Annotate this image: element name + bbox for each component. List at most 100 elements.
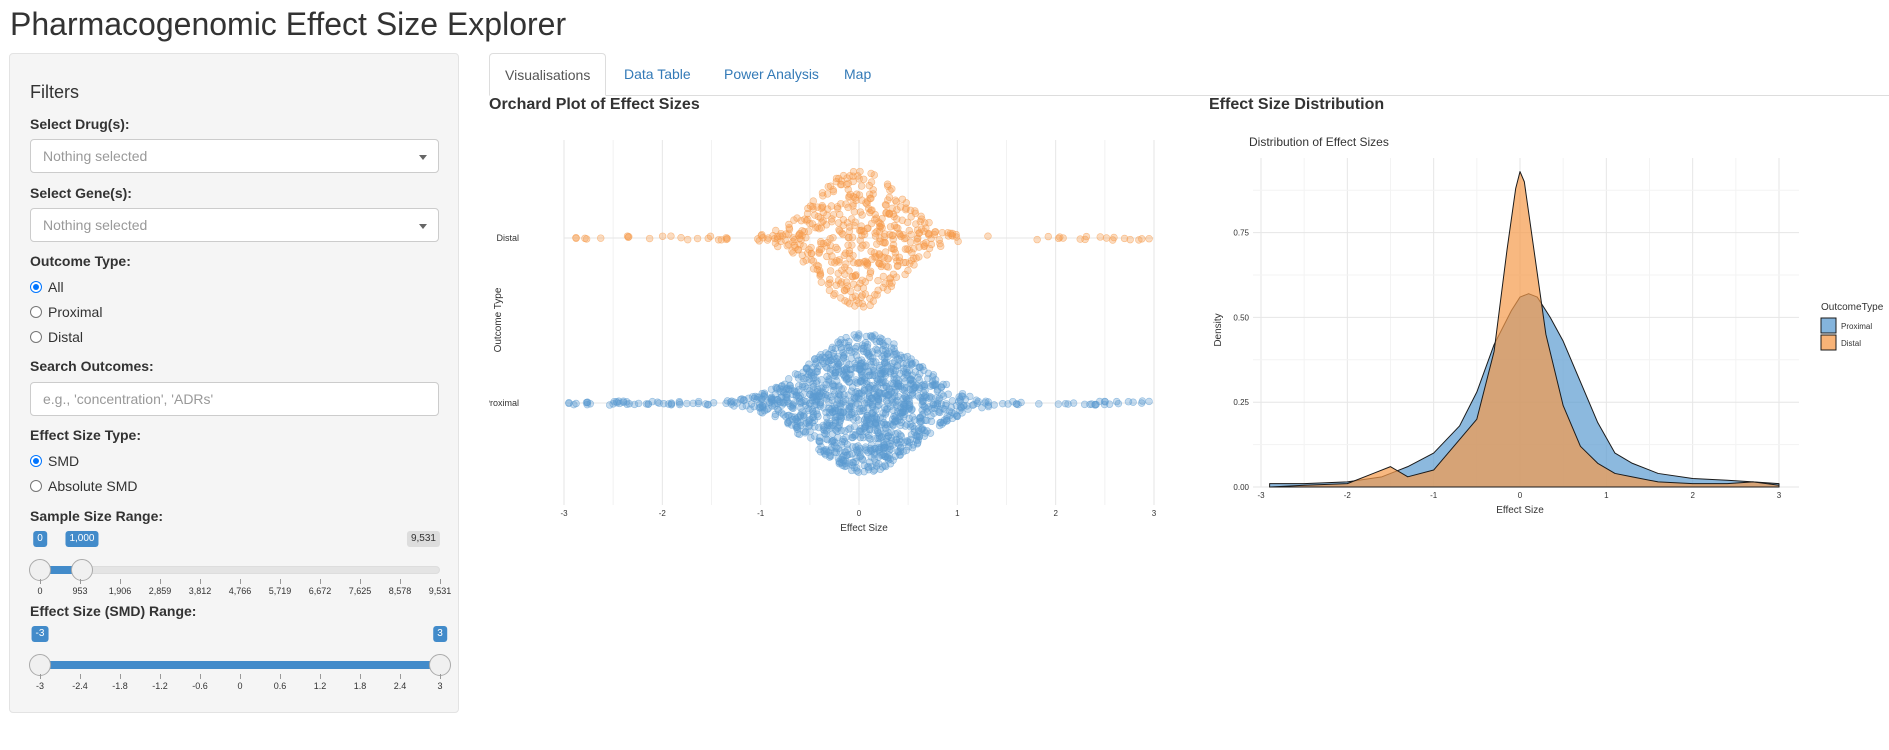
data-point — [854, 400, 862, 408]
x-axis-label: Effect Size — [1496, 505, 1544, 516]
radio-button[interactable] — [30, 306, 42, 318]
data-point — [938, 229, 946, 237]
data-point — [815, 391, 823, 400]
data-point — [886, 402, 895, 411]
data-point — [927, 240, 936, 249]
data-point — [843, 445, 852, 453]
slider-tick — [360, 579, 361, 584]
data-point — [800, 375, 808, 383]
data-point — [887, 388, 895, 397]
tab-map[interactable]: Map — [844, 66, 872, 82]
data-point — [898, 216, 906, 224]
outcome-radio-all[interactable]: All — [30, 277, 64, 297]
slider-from-handle[interactable] — [29, 559, 51, 581]
data-point — [870, 367, 878, 375]
data-point — [845, 402, 854, 410]
data-point — [861, 338, 870, 347]
data-point — [831, 417, 840, 425]
effect-radio-absolute-smd[interactable]: Absolute SMD — [30, 476, 137, 496]
data-point — [936, 239, 944, 248]
data-point — [869, 467, 878, 475]
data-point — [1044, 232, 1053, 241]
slider-from-handle[interactable] — [29, 654, 51, 676]
data-point — [817, 376, 826, 384]
data-point — [908, 249, 916, 257]
data-point — [773, 384, 781, 392]
slider-track[interactable] — [40, 566, 440, 574]
data-point — [953, 412, 961, 421]
search-outcomes-input[interactable] — [30, 382, 439, 416]
data-point — [901, 393, 910, 401]
data-point — [890, 412, 898, 421]
data-point — [845, 223, 854, 231]
data-point — [818, 353, 827, 361]
slider-tick-label: 1.8 — [353, 681, 367, 691]
data-point — [1096, 233, 1104, 241]
data-point — [915, 376, 923, 384]
data-point — [867, 169, 875, 178]
data-point — [889, 210, 898, 218]
data-point — [858, 231, 866, 240]
data-point — [645, 234, 654, 243]
slider-to-handle[interactable] — [70, 559, 93, 581]
data-point — [908, 413, 917, 421]
data-point — [823, 252, 831, 261]
data-point — [1145, 397, 1153, 406]
data-point — [677, 233, 685, 242]
data-point — [842, 359, 851, 367]
x-tick-label: 1 — [955, 509, 960, 518]
radio-button[interactable] — [30, 455, 42, 467]
effect-radio-smd[interactable]: SMD — [30, 451, 79, 471]
data-point — [852, 446, 861, 454]
data-point — [880, 441, 888, 449]
data-point — [824, 280, 833, 288]
outcome-radio-distal[interactable]: Distal — [30, 327, 83, 347]
data-point — [919, 397, 927, 406]
gene-select[interactable]: Nothing selected — [30, 208, 439, 242]
data-point — [689, 399, 697, 408]
radio-button[interactable] — [30, 281, 42, 293]
radio-button[interactable] — [30, 331, 42, 343]
slider-tick-label: -1.2 — [152, 681, 168, 691]
data-point — [856, 452, 865, 460]
x-tick-label: -2 — [1344, 491, 1352, 500]
data-point — [888, 421, 897, 429]
slider-tick — [160, 674, 161, 679]
slider-tick-label: -3 — [35, 681, 45, 691]
data-point — [871, 418, 880, 427]
data-point — [876, 337, 884, 346]
data-point — [898, 385, 907, 393]
data-point — [857, 182, 866, 190]
data-point — [630, 400, 639, 409]
data-point — [619, 397, 628, 405]
outcome-radio-proximal[interactable]: Proximal — [30, 302, 102, 322]
data-point — [888, 232, 896, 240]
tab-visualisations[interactable]: Visualisations — [489, 53, 607, 96]
data-point — [940, 416, 949, 424]
effect-range-slider[interactable]: -3 3 -3 -2.4 -1.8 -1.2 -0.6 0 0.6 1.2 1.8 2.4 3 — [29, 626, 451, 716]
radio-button[interactable] — [30, 480, 42, 492]
data-point — [784, 418, 792, 427]
slider-to-badge: 1,000 — [65, 531, 99, 547]
data-point — [871, 216, 879, 224]
data-point — [905, 438, 914, 447]
data-point — [845, 459, 853, 467]
data-point — [884, 182, 892, 190]
data-point — [860, 461, 869, 470]
x-tick-label: 3 — [1777, 491, 1782, 500]
data-point — [794, 374, 803, 382]
y-tick-label: 0.50 — [1233, 313, 1249, 322]
drug-select[interactable]: Nothing selected — [30, 139, 439, 173]
data-point — [843, 218, 852, 227]
data-point — [833, 358, 842, 366]
tab-data-table[interactable]: Data Table — [624, 66, 691, 82]
tab-power-analysis[interactable]: Power Analysis — [724, 66, 819, 82]
data-point — [909, 422, 917, 431]
data-point — [913, 440, 922, 448]
slider-tick — [280, 674, 281, 679]
data-point — [888, 185, 896, 193]
data-point — [929, 371, 938, 379]
data-point — [1092, 400, 1100, 409]
slider-to-handle[interactable] — [429, 654, 451, 676]
sample-size-slider[interactable]: 0 1,000 9,531 0 953 1,906 2,859 3,812 4,766 5,… — [29, 531, 451, 621]
